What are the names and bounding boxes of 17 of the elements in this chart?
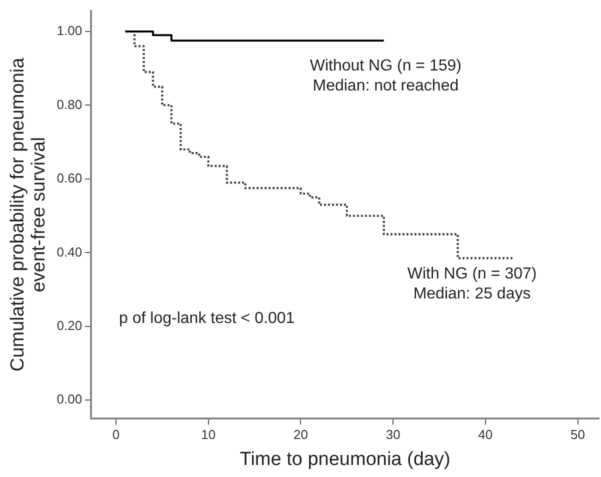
y-axis-title: Cumulative probability for pneumonia event-free survival [8,57,50,372]
x-tick-label: 0 [112,426,120,442]
annotation: With NG (n = 307) Median: 25 days [407,265,537,302]
x-tick-label: 20 [293,426,308,442]
y-tick-label: 0.60 [56,170,82,186]
x-tick-label: 50 [570,426,585,442]
annotation: Without NG (n = 159) Median: not reached [310,57,462,94]
x-tick-label: 10 [201,426,216,442]
y-tick-label: 0.40 [56,244,82,260]
annotation: p of log-lank test < 0.001 [119,310,295,328]
x-axis-title: Time to pneumonia (day) [240,448,450,470]
y-tick-label: 0.20 [56,318,82,333]
y-tick-label: 0.00 [56,392,82,407]
x-tick-label: 30 [386,426,400,442]
y-tick-label: 1.00 [56,23,82,38]
x-tick-label: 40 [478,426,493,442]
y-tick-label: 0.80 [56,96,82,112]
